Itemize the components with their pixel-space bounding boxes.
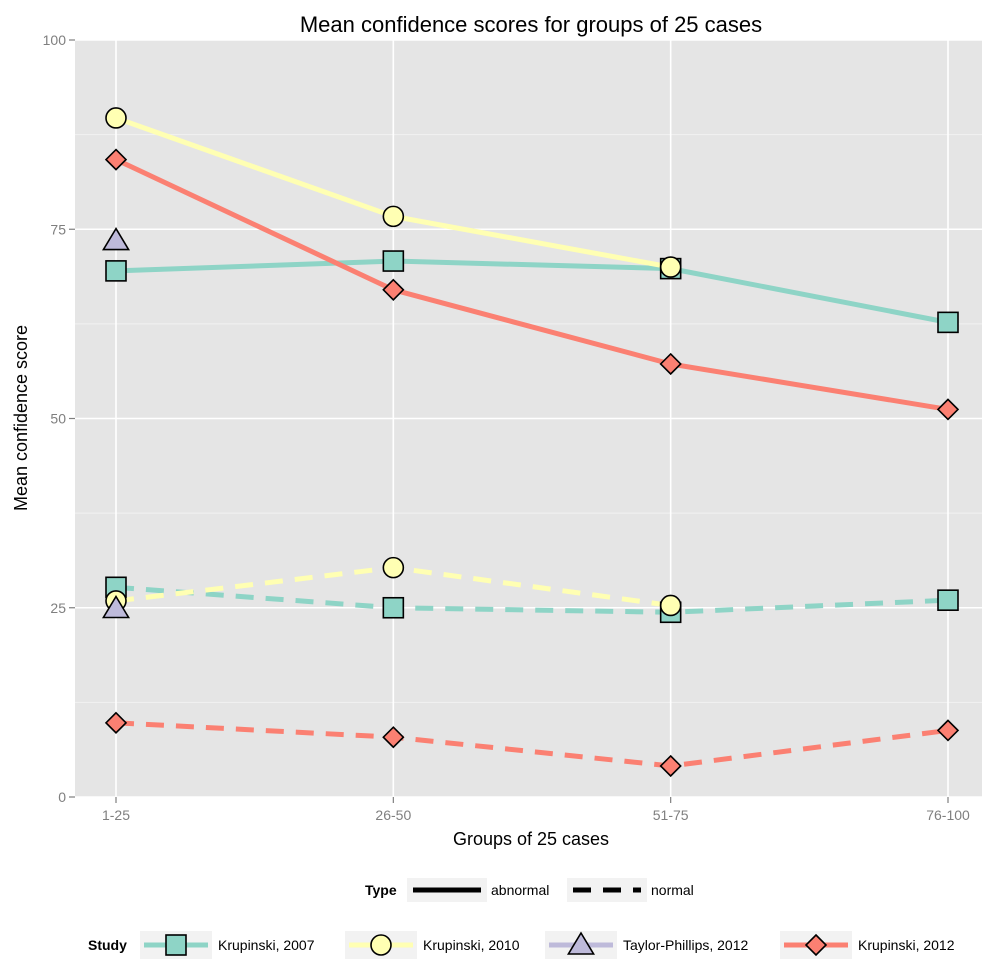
- data-point-square: [937, 589, 959, 611]
- study-legend: Study Krupinski, 2007 Krupinski, 2010 Taylo…: [88, 931, 955, 959]
- y-tick-label: 50: [50, 411, 66, 427]
- data-point-diamond: [804, 933, 828, 957]
- study-legend-label: Krupinski, 2007: [218, 937, 315, 953]
- data-point-diamond: [382, 278, 405, 301]
- x-axis-title: Groups of 25 cases: [453, 829, 609, 849]
- series-points: [101, 107, 960, 778]
- data-point-diamond: [659, 352, 682, 376]
- data-point-square: [382, 596, 405, 619]
- y-axis: 0 25 50 75 100: [43, 32, 75, 805]
- type-legend-label: abnormal: [491, 882, 549, 898]
- x-axis: 1-25 26-50 51-75 76-100: [102, 797, 970, 823]
- data-point-diamond: [104, 711, 128, 734]
- data-point-diamond: [936, 398, 960, 421]
- study-legend-label: Krupinski, 2010: [423, 937, 520, 953]
- x-tick-label: 1-25: [102, 807, 130, 823]
- series-line: [114, 157, 949, 412]
- data-point-circle: [659, 256, 682, 278]
- data-point-circle: [370, 934, 392, 956]
- data-point-square: [105, 260, 127, 282]
- data-point-circle: [382, 556, 405, 579]
- data-point-triangle: [566, 931, 596, 955]
- y-tick-label: 75: [50, 221, 66, 237]
- data-point-square: [937, 311, 959, 334]
- type-legend: Type abnormal normal: [365, 878, 694, 902]
- data-point-diamond: [936, 719, 960, 742]
- data-point-diamond: [104, 148, 128, 171]
- y-tick-label: 25: [50, 600, 66, 616]
- x-tick-label: 26-50: [375, 807, 411, 823]
- y-tick-label: 100: [43, 32, 67, 48]
- x-tick-label: 76-100: [926, 807, 970, 823]
- series-line: [115, 720, 949, 769]
- series-line: [115, 258, 949, 325]
- data-point-circle: [659, 594, 682, 617]
- type-legend-label: normal: [651, 882, 694, 898]
- study-legend-label: Taylor-Phillips, 2012: [623, 937, 748, 953]
- data-point-square: [165, 934, 187, 956]
- data-point-diamond: [382, 726, 405, 749]
- data-point-circle: [105, 107, 127, 129]
- data-point-square: [382, 250, 405, 272]
- study-legend-title: Study: [88, 937, 127, 953]
- data-point-circle: [382, 205, 405, 228]
- y-tick-label: 0: [58, 789, 66, 805]
- y-axis-title: Mean confidence score: [11, 325, 31, 511]
- type-legend-title: Type: [365, 882, 397, 898]
- data-point-diamond: [659, 754, 682, 778]
- data-point-triangle: [101, 594, 131, 619]
- series-line: [115, 584, 949, 615]
- chart-title: Mean confidence scores for groups of 25 …: [300, 12, 762, 37]
- study-legend-label: Krupinski, 2012: [858, 937, 955, 953]
- x-tick-label: 51-75: [653, 807, 689, 823]
- data-point-triangle: [101, 227, 131, 251]
